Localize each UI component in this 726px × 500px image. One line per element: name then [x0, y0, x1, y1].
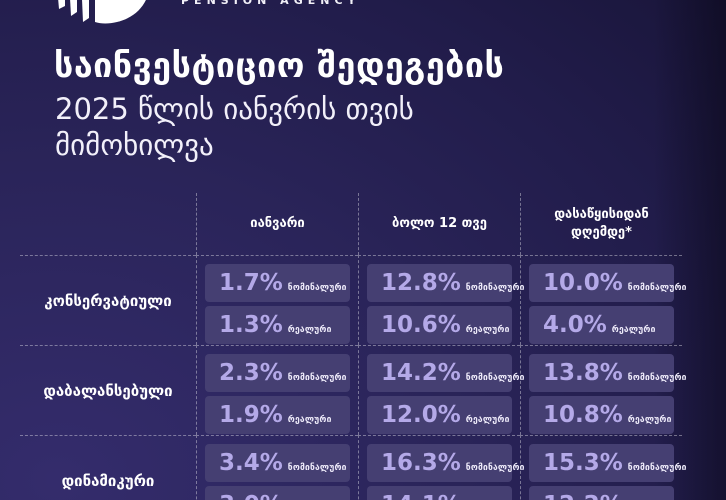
nominal-label: ნომინალური: [627, 283, 687, 293]
real-value-pill: 10.6% რეალური: [367, 306, 512, 344]
result-cell: 2.3% ნომინალური 1.9% რეალური: [196, 345, 358, 435]
real-value-pill: 1.9% რეალური: [205, 396, 350, 434]
nominal-value-pill: 10.0% ნომინალური: [529, 264, 686, 302]
real-percent: 14.1%: [381, 494, 461, 500]
real-label: რეალური: [465, 325, 510, 335]
nominal-label: ნომინალური: [287, 463, 347, 473]
real-percent: 1.3%: [219, 312, 283, 338]
real-percent: 12.0%: [381, 402, 461, 428]
result-cell: 16.3% ნომინალური 14.1% რეალური: [358, 435, 524, 500]
real-value-pill: 10.8% რეალური: [529, 396, 674, 434]
nominal-percent: 13.8%: [543, 360, 623, 386]
nominal-label: ნომინალური: [287, 373, 347, 383]
nominal-value-pill: 12.8% ნომინალური: [367, 264, 524, 302]
nominal-value-pill: 1.7% ნომინალური: [205, 264, 350, 302]
column-header-since-inception: დასაწყისიდან დღემდე*: [520, 193, 682, 255]
nominal-value-pill: 14.2% ნომინალური: [367, 354, 524, 392]
nominal-percent: 14.2%: [381, 360, 461, 386]
nominal-percent: 12.8%: [381, 270, 461, 296]
result-cell: 12.8% ნომინალური 10.6% რეალური: [358, 255, 524, 345]
page-title: საინვესტიციო შედეგების: [54, 46, 505, 86]
nominal-percent: 3.4%: [219, 450, 283, 476]
page-subtitle-line1: 2025 წლის იანვრის თვის: [55, 92, 414, 126]
result-cell: 1.7% ნომინალური 1.3% რეალური: [196, 255, 358, 345]
real-value-pill: 14.1% რეალური: [367, 486, 512, 500]
nominal-percent: 1.7%: [219, 270, 283, 296]
row-label-balanced: დაბალანსებული: [20, 345, 196, 435]
nominal-label: ნომინალური: [465, 463, 525, 473]
real-label: რეალური: [287, 415, 332, 425]
real-value-pill: 1.3% რეალური: [205, 306, 350, 344]
real-value-pill: 3.0% რეალური: [205, 486, 350, 500]
result-cell: 13.8% ნომინალური 10.8% რეალური: [520, 345, 686, 435]
nominal-percent: 10.0%: [543, 270, 623, 296]
pension-agency-logo-icon: [58, 0, 146, 24]
real-percent: 4.0%: [543, 312, 607, 338]
nominal-value-pill: 3.4% ნომინალური: [205, 444, 350, 482]
real-percent: 10.6%: [381, 312, 461, 338]
nominal-label: ნომინალური: [465, 283, 525, 293]
real-percent: 10.8%: [543, 402, 623, 428]
real-percent: 12.2%: [543, 494, 623, 500]
result-cell: 3.4% ნომინალური 3.0% რეალური: [196, 435, 358, 500]
real-percent: 1.9%: [219, 402, 283, 428]
nominal-percent: 2.3%: [219, 360, 283, 386]
nominal-percent: 15.3%: [543, 450, 623, 476]
brand-name: PENSION AGENCY: [181, 0, 361, 7]
real-percent: 3.0%: [219, 494, 283, 500]
row-label-dynamic: დინამიკური: [20, 435, 196, 500]
real-value-pill: 12.2% რეალური: [529, 486, 674, 500]
results-table: იანვარი ბოლო 12 თვე დასაწყისიდან დღემდე*…: [20, 193, 686, 500]
real-value-pill: 12.0% რეალური: [367, 396, 512, 434]
result-cell: 10.0% ნომინალური 4.0% რეალური: [520, 255, 686, 345]
nominal-value-pill: 13.8% ნომინალური: [529, 354, 686, 392]
real-value-pill: 4.0% რეალური: [529, 306, 674, 344]
result-cell: 15.3% ნომინალური 12.2% რეალური: [520, 435, 686, 500]
page-subtitle-line2: მიმოხილვა: [55, 128, 214, 162]
real-label: რეალური: [627, 415, 672, 425]
nominal-value-pill: 2.3% ნომინალური: [205, 354, 350, 392]
real-label: რეალური: [287, 325, 332, 335]
nominal-percent: 16.3%: [381, 450, 461, 476]
real-label: რეალური: [465, 415, 510, 425]
nominal-label: ნომინალური: [627, 373, 687, 383]
column-header-last-12-months: ბოლო 12 თვე: [358, 193, 520, 255]
nominal-value-pill: 16.3% ნომინალური: [367, 444, 524, 482]
corner-spacer: [20, 193, 196, 255]
row-label-conservative: კონსერვატიული: [20, 255, 196, 345]
nominal-label: ნომინალური: [287, 283, 347, 293]
result-cell: 14.2% ნომინალური 12.0% რეალური: [358, 345, 524, 435]
column-header-january: იანვარი: [196, 193, 358, 255]
nominal-label: ნომინალური: [627, 463, 687, 473]
nominal-label: ნომინალური: [465, 373, 525, 383]
brand-header: PENSION AGENCY: [55, 0, 355, 32]
real-label: რეალური: [611, 325, 656, 335]
nominal-value-pill: 15.3% ნომინალური: [529, 444, 686, 482]
